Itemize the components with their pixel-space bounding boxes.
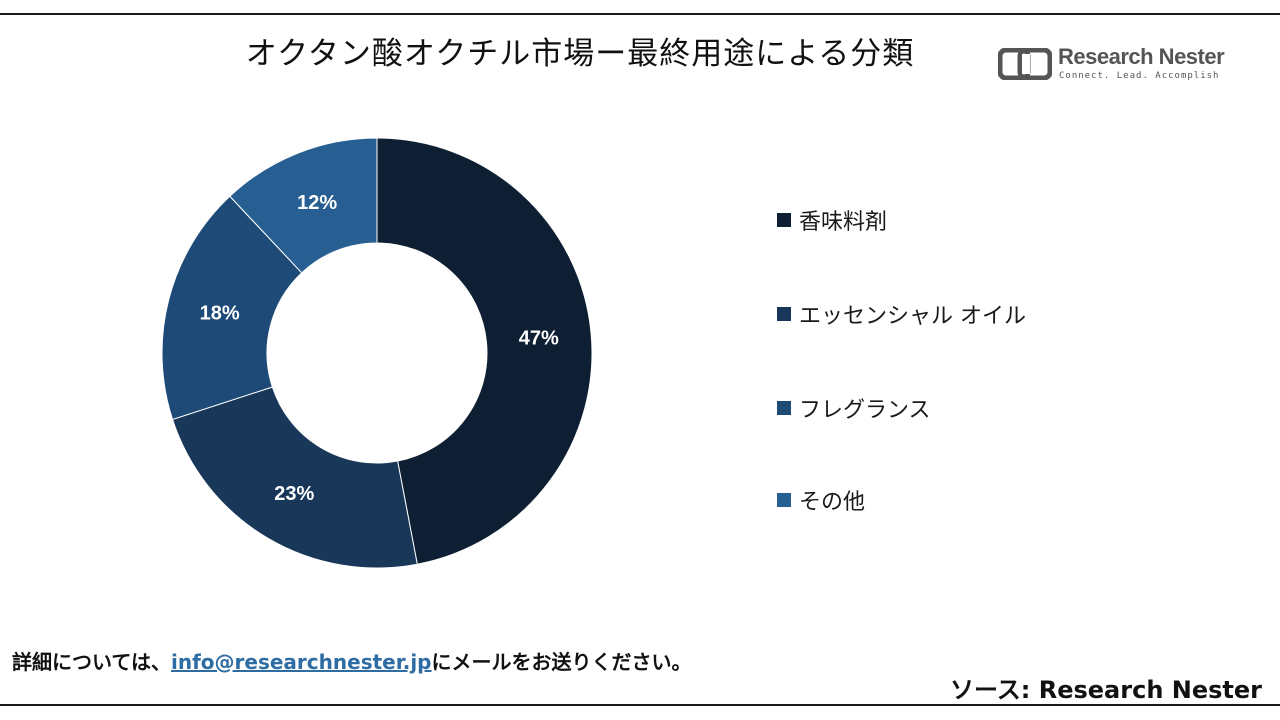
legend-label: エッセンシャル オイル: [799, 304, 1026, 329]
legend-swatch: [777, 307, 791, 321]
logo-tagline: Connect. Lead. Accomplish: [1059, 71, 1220, 81]
legend-label: フレグランス: [799, 398, 931, 423]
source-credit: ソース: Research Nester: [949, 676, 1262, 704]
legend-swatch: [777, 493, 791, 507]
bottom-border: [0, 704, 1280, 706]
donut-slice: [376, 137, 593, 565]
contact-suffix: にメールをお送りください。: [431, 650, 692, 674]
logo-name: Research Nester: [1058, 44, 1225, 69]
contact-email-link[interactable]: info@researchnester.jp: [171, 650, 432, 674]
slice-value-label: 18%: [200, 303, 240, 325]
legend-swatch: [777, 213, 791, 227]
donut-slice: [229, 137, 378, 274]
contact-prefix: 詳細については、: [12, 650, 171, 674]
donut-chart: 47% 23% 18% 12%: [161, 137, 593, 569]
legend-label: 香味料剤: [799, 210, 888, 235]
logo-mark-icon: [998, 48, 1052, 80]
slice-value-label: 12%: [297, 192, 337, 214]
donut-slice: [161, 195, 303, 421]
donut-slice: [171, 386, 418, 569]
slice-value-label: 23%: [274, 483, 314, 505]
legend-label: その他: [799, 490, 866, 515]
legend-swatch: [777, 401, 791, 415]
contact-note: 詳細については、info@researchnester.jpにメールをお送りくだ…: [12, 646, 692, 675]
chart-title: オクタン酸オクチル市場ー最終用途による分類: [245, 36, 915, 72]
research-nester-logo: Research Nester Connect. Lead. Accomplis…: [998, 44, 1228, 88]
top-border: [0, 13, 1280, 15]
slice-value-label: 47%: [519, 328, 559, 350]
